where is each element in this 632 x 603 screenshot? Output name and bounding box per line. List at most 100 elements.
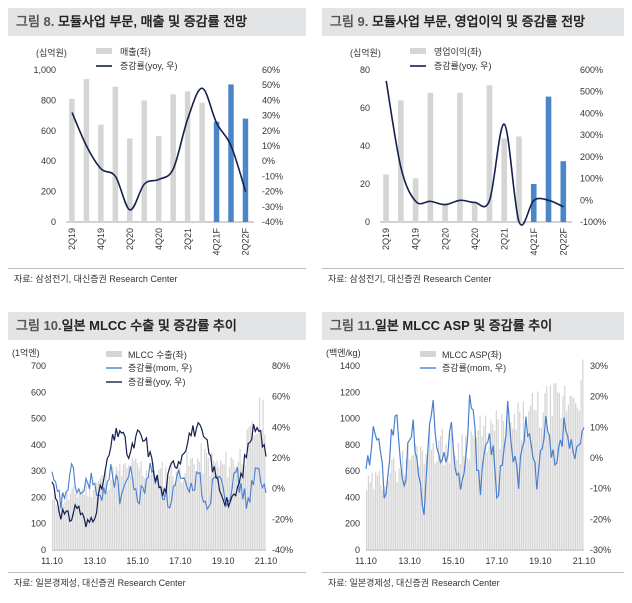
bar	[553, 383, 555, 550]
y-right-tick: 40%	[262, 95, 280, 105]
y-right-tick: 500%	[580, 87, 603, 97]
y-right-tick: -20%	[590, 514, 611, 524]
x-tick: 4Q20	[154, 228, 164, 250]
y-right-tick: 20%	[590, 392, 608, 402]
bar	[145, 470, 147, 550]
legend-swatch-bar	[420, 351, 436, 357]
bar	[549, 385, 552, 550]
bar	[260, 438, 262, 550]
bar	[565, 411, 568, 550]
y-right-tick: 50%	[262, 80, 280, 90]
bar	[76, 497, 78, 550]
bar	[159, 468, 162, 550]
bar	[103, 483, 105, 550]
bar	[127, 138, 133, 222]
bar	[255, 434, 257, 550]
bar	[199, 102, 205, 222]
bar	[184, 91, 191, 222]
bar	[115, 466, 117, 550]
x-tick: 15.10	[442, 556, 465, 566]
y-right-tick: -20%	[272, 514, 293, 524]
y-right-tick: 0%	[580, 195, 593, 205]
bar	[556, 391, 559, 550]
bar	[471, 203, 478, 222]
bar	[163, 486, 165, 550]
bar	[479, 416, 481, 550]
x-tick: 4Q21F	[529, 227, 539, 255]
bar	[463, 455, 465, 550]
y-left-tick: 600	[41, 126, 56, 136]
bar	[120, 476, 123, 550]
bar	[402, 450, 404, 550]
legend-swatch-bar	[106, 351, 122, 357]
bar	[576, 407, 579, 550]
bar	[112, 86, 119, 222]
bar	[69, 98, 75, 222]
bar	[434, 463, 436, 550]
bar	[241, 464, 243, 550]
legend-label: 매출(좌)	[120, 47, 151, 57]
bar	[262, 400, 264, 550]
y-right-tick: 0%	[272, 484, 285, 494]
bar	[551, 415, 553, 550]
bar	[191, 458, 193, 550]
bar	[416, 446, 418, 550]
bar	[516, 136, 522, 222]
y-right-tick: 60%	[272, 392, 290, 402]
y-left-tick: 200	[41, 187, 56, 197]
bar	[530, 184, 537, 222]
legend-label: 증감률(mom, 우)	[128, 362, 192, 373]
legend-swatch-bar	[96, 48, 112, 54]
bar	[152, 461, 155, 550]
bar	[501, 413, 503, 550]
y-left-tick: 400	[31, 440, 46, 450]
bar	[184, 472, 186, 550]
bar	[205, 452, 208, 550]
bar	[69, 493, 71, 550]
bar	[454, 456, 456, 550]
bar	[198, 461, 201, 550]
x-tick: 4Q21F	[212, 227, 222, 255]
bar	[220, 460, 222, 550]
bar	[204, 449, 206, 550]
bar	[452, 438, 454, 550]
bar	[486, 451, 488, 550]
legend-label: 증감률(yoy, 우)	[434, 60, 491, 71]
bar	[232, 459, 234, 550]
bar	[57, 507, 59, 550]
bar	[506, 411, 508, 550]
bar	[396, 482, 398, 550]
line-series	[51, 421, 267, 528]
bar	[253, 435, 255, 550]
bar	[98, 124, 104, 222]
bar	[394, 470, 397, 550]
bar	[373, 488, 375, 550]
bar	[112, 466, 114, 550]
y-left-tick: 0	[355, 545, 360, 555]
bar	[172, 475, 174, 550]
bar	[456, 459, 458, 550]
x-tick: 11.10	[41, 556, 63, 566]
bar	[251, 421, 254, 550]
x-tick: 4Q19	[411, 228, 421, 250]
bar	[89, 480, 91, 550]
x-tick: 13.10	[84, 556, 107, 566]
y-left-tick: 100	[31, 519, 46, 529]
bar	[502, 421, 505, 550]
bar	[105, 471, 107, 550]
bar	[573, 398, 575, 550]
bar	[490, 419, 492, 550]
bar	[528, 410, 530, 550]
bar	[524, 430, 526, 550]
panel-title: 그림 11.일본 MLCC ASP 및 증감률 추이	[322, 312, 624, 340]
line-series-yoy	[71, 87, 247, 211]
bar	[442, 203, 448, 222]
bar	[515, 429, 517, 550]
bar	[218, 467, 220, 550]
bar	[189, 459, 192, 550]
chart-fig9: (십억원) 0 20 40 60 80 -100% 0% 100% 200% 300% 400% 500…	[350, 46, 606, 256]
bar	[430, 449, 433, 550]
y-right-tick: -40%	[262, 217, 283, 227]
bar	[99, 478, 101, 550]
bar	[181, 482, 183, 550]
